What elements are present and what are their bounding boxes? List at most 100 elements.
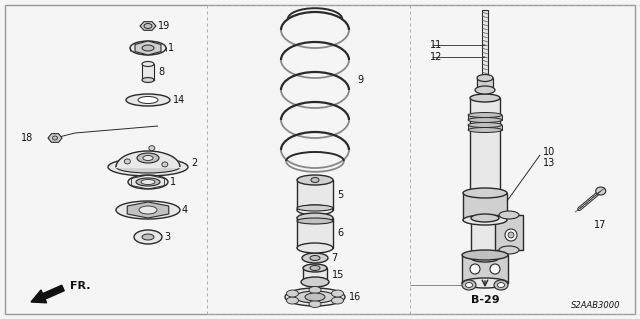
Ellipse shape bbox=[468, 113, 502, 117]
Polygon shape bbox=[135, 41, 161, 55]
Ellipse shape bbox=[303, 264, 327, 272]
Ellipse shape bbox=[116, 201, 180, 219]
Ellipse shape bbox=[301, 277, 329, 287]
Ellipse shape bbox=[108, 158, 188, 176]
Ellipse shape bbox=[297, 205, 333, 211]
Text: 4: 4 bbox=[182, 205, 188, 215]
Ellipse shape bbox=[310, 265, 320, 271]
Text: B-29: B-29 bbox=[470, 295, 499, 305]
FancyArrow shape bbox=[31, 285, 64, 303]
Ellipse shape bbox=[142, 234, 154, 240]
Text: 8: 8 bbox=[158, 67, 164, 77]
Ellipse shape bbox=[126, 94, 170, 106]
Ellipse shape bbox=[596, 187, 605, 195]
Text: 6: 6 bbox=[337, 228, 343, 238]
Ellipse shape bbox=[309, 300, 321, 308]
Text: 1: 1 bbox=[168, 43, 174, 53]
Ellipse shape bbox=[287, 290, 298, 297]
Ellipse shape bbox=[462, 280, 476, 290]
Ellipse shape bbox=[477, 75, 493, 81]
Bar bbox=[471, 218, 499, 258]
Ellipse shape bbox=[128, 175, 168, 189]
Ellipse shape bbox=[141, 180, 155, 184]
Text: 14: 14 bbox=[173, 95, 185, 105]
Ellipse shape bbox=[297, 213, 333, 223]
Ellipse shape bbox=[130, 41, 166, 55]
Ellipse shape bbox=[505, 229, 517, 241]
Ellipse shape bbox=[497, 283, 504, 287]
Ellipse shape bbox=[475, 86, 495, 94]
Bar bbox=[470, 98, 500, 195]
Polygon shape bbox=[48, 134, 62, 142]
Ellipse shape bbox=[142, 62, 154, 66]
Bar bbox=[297, 218, 333, 248]
Ellipse shape bbox=[471, 214, 499, 222]
Bar bbox=[142, 64, 154, 80]
Ellipse shape bbox=[297, 175, 333, 185]
Bar bbox=[482, 10, 488, 80]
Ellipse shape bbox=[305, 293, 325, 301]
Text: 19: 19 bbox=[158, 21, 170, 31]
Bar bbox=[468, 125, 502, 130]
Text: 5: 5 bbox=[337, 190, 343, 200]
Text: 13: 13 bbox=[543, 158, 556, 168]
Ellipse shape bbox=[138, 97, 158, 103]
Text: 15: 15 bbox=[332, 270, 344, 280]
Ellipse shape bbox=[124, 159, 131, 164]
Ellipse shape bbox=[470, 94, 500, 102]
Polygon shape bbox=[127, 202, 169, 218]
Ellipse shape bbox=[332, 290, 344, 297]
Ellipse shape bbox=[142, 78, 154, 83]
Text: FR.: FR. bbox=[70, 281, 90, 291]
Ellipse shape bbox=[463, 215, 507, 225]
Ellipse shape bbox=[287, 297, 298, 304]
Text: 7: 7 bbox=[331, 253, 337, 263]
Ellipse shape bbox=[134, 230, 162, 244]
Ellipse shape bbox=[499, 211, 519, 219]
Ellipse shape bbox=[285, 288, 345, 306]
Bar bbox=[495, 215, 523, 250]
Text: 18: 18 bbox=[20, 133, 33, 143]
Ellipse shape bbox=[468, 128, 502, 132]
Ellipse shape bbox=[468, 117, 502, 122]
Ellipse shape bbox=[309, 286, 321, 293]
Ellipse shape bbox=[295, 291, 335, 303]
Text: 3: 3 bbox=[164, 232, 170, 242]
Ellipse shape bbox=[463, 188, 507, 198]
Text: 16: 16 bbox=[349, 292, 361, 302]
Ellipse shape bbox=[143, 155, 153, 160]
Text: 10: 10 bbox=[543, 147, 556, 157]
Text: 11: 11 bbox=[430, 40, 442, 50]
Text: 12: 12 bbox=[430, 52, 442, 62]
Ellipse shape bbox=[116, 161, 180, 173]
Text: 17: 17 bbox=[594, 220, 606, 230]
Ellipse shape bbox=[139, 206, 157, 214]
Ellipse shape bbox=[470, 264, 480, 274]
Ellipse shape bbox=[499, 246, 519, 254]
Ellipse shape bbox=[149, 146, 155, 151]
Ellipse shape bbox=[490, 264, 500, 274]
Ellipse shape bbox=[297, 205, 333, 215]
Bar bbox=[463, 193, 507, 220]
Ellipse shape bbox=[297, 243, 333, 253]
Ellipse shape bbox=[332, 297, 344, 304]
Text: 2: 2 bbox=[191, 158, 197, 168]
Ellipse shape bbox=[136, 178, 160, 186]
Ellipse shape bbox=[468, 122, 502, 128]
Ellipse shape bbox=[471, 254, 499, 262]
Ellipse shape bbox=[52, 136, 58, 140]
Ellipse shape bbox=[142, 45, 154, 51]
Ellipse shape bbox=[311, 177, 319, 182]
Ellipse shape bbox=[310, 256, 320, 261]
Ellipse shape bbox=[302, 253, 328, 263]
Bar bbox=[477, 78, 493, 90]
Text: 1: 1 bbox=[170, 177, 176, 187]
Bar bbox=[468, 115, 502, 120]
Ellipse shape bbox=[494, 280, 508, 290]
Polygon shape bbox=[140, 22, 156, 30]
Text: S2AAB3000: S2AAB3000 bbox=[572, 300, 621, 309]
Ellipse shape bbox=[297, 218, 333, 224]
Ellipse shape bbox=[144, 24, 152, 28]
Ellipse shape bbox=[508, 232, 514, 238]
Bar bbox=[297, 180, 333, 210]
